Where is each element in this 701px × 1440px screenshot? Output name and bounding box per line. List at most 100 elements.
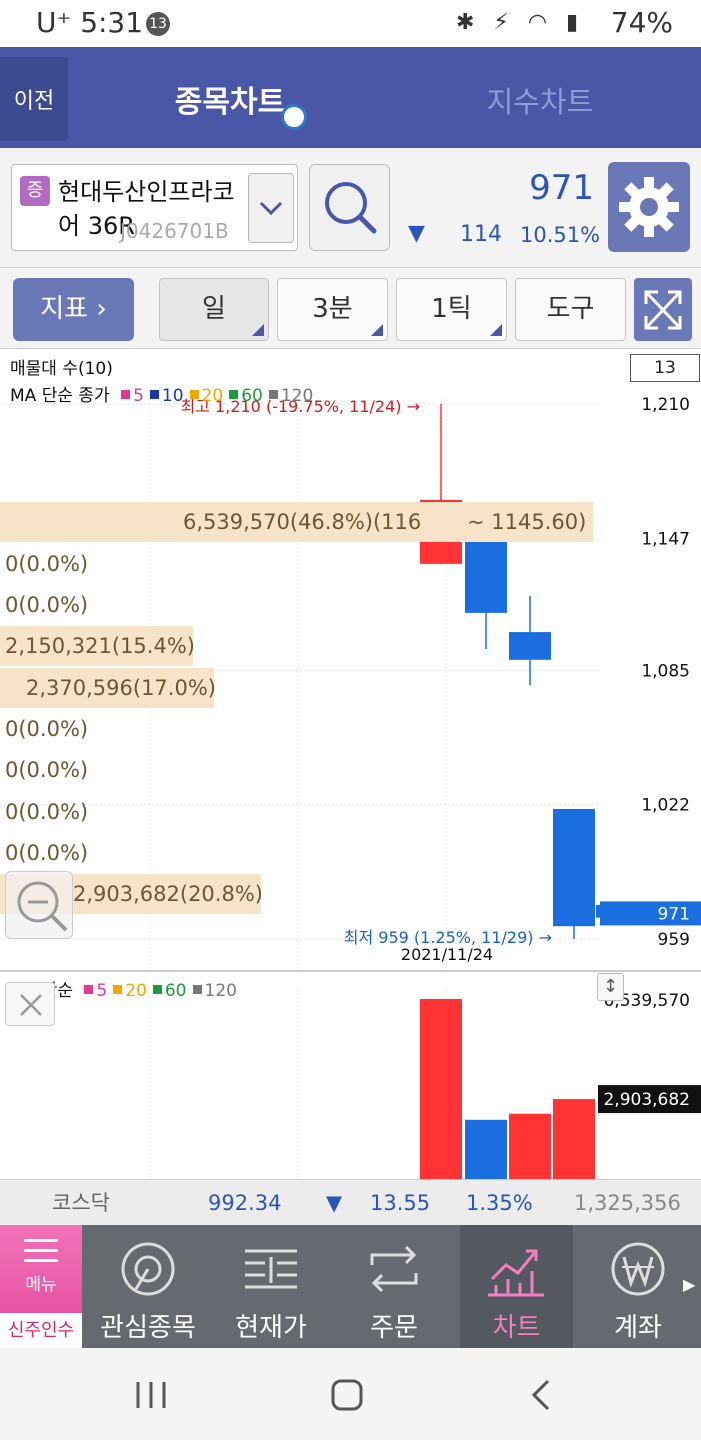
index-name: 코스닥 — [52, 1191, 110, 1215]
settings-button[interactable] — [608, 162, 690, 252]
price-tick-label: 959 — [658, 930, 690, 950]
exchange-icon — [370, 1245, 418, 1293]
close-indicator-button[interactable] — [5, 982, 55, 1026]
period-day-label: 일 — [202, 294, 226, 324]
fullscreen-button[interactable] — [634, 278, 692, 341]
volume-profile-row: 2,150,321(15.4%) — [0, 626, 195, 666]
nav-chart[interactable]: 차트 — [460, 1225, 573, 1348]
stock-selector[interactable]: 증 현대두산인프라코어 36R J0426701B — [11, 164, 298, 251]
volume-profile-range: ~ 1145.60) — [467, 510, 587, 534]
market-index-bar[interactable]: 코스닥 992.34 ▼ 13.55 1.35% 1,325,356 — [0, 1179, 701, 1225]
home-icon[interactable] — [330, 1378, 364, 1412]
nav-current-price-label: 현재가 — [235, 1313, 307, 1343]
volume-profile-row: 0(0.0%) — [0, 585, 88, 625]
recents-icon[interactable] — [134, 1380, 168, 1410]
ma-legend-swatch — [189, 390, 199, 399]
volume-bar — [553, 1099, 595, 1179]
price-list-icon — [245, 1249, 297, 1289]
tab-index-chart[interactable]: 지수차트 — [486, 85, 594, 119]
nav-more-arrow-icon[interactable]: ▶ — [683, 1275, 696, 1294]
volume-profile-row: 0(0.0%) — [0, 792, 88, 832]
volume-ma-legend-label: 20 — [125, 981, 147, 1001]
volume-ma-legend-label: 60 — [164, 981, 187, 1001]
rights-shortcut[interactable]: 신주인수권 — [0, 1313, 82, 1376]
nav-chart-label: 차트 — [492, 1313, 541, 1343]
ma-legend-label: 120 — [280, 386, 314, 406]
index-volume: 1,325,356 — [574, 1191, 681, 1215]
info-dot-icon — [281, 104, 307, 130]
notification-badge: 13 — [146, 12, 170, 36]
period-tick-button[interactable]: 1틱 — [396, 278, 507, 341]
index-value: 992.34 — [208, 1191, 282, 1215]
current-price: 971 — [529, 168, 594, 208]
volume-bar — [420, 999, 462, 1179]
index-change: 13.55 — [370, 1191, 431, 1215]
market-tag: 증 — [20, 176, 50, 206]
battery-level: 74% — [610, 6, 673, 39]
volume-profile-row: 0(0.0%) — [0, 750, 88, 790]
nav-current-price[interactable]: 현재가 — [211, 1225, 331, 1348]
status-icons: ✱ ⚡ ◠ ▮ — [456, 10, 585, 35]
app-header: 이전 종목차트 지수차트 — [0, 47, 701, 148]
volume-bar — [465, 1119, 507, 1179]
system-navigation — [0, 1348, 701, 1440]
volume-ma-legend-swatch — [113, 985, 123, 994]
search-button[interactable] — [309, 164, 390, 251]
menu-button[interactable]: 메뉴 신주인수권 — [0, 1225, 82, 1376]
volume-profile-row: 0(0.0%) — [0, 709, 88, 749]
chart-toolbar: 지표 › 일 3분 1틱 도구 — [0, 269, 701, 349]
period-minute-button[interactable]: 3분 — [277, 278, 388, 341]
ma-legend-swatch — [229, 390, 239, 399]
nav-account-label: 계좌 — [614, 1313, 662, 1343]
zoom-out-button[interactable] — [5, 871, 73, 939]
back-icon[interactable] — [530, 1378, 554, 1412]
volume-ma-legend-item: 5 — [84, 981, 107, 1001]
ma-legend-label: 10 — [161, 386, 184, 406]
zoom-out-icon — [17, 881, 68, 932]
volume-profile-label: 6,539,570(46.8%)(116 — [183, 510, 422, 534]
search-icon — [325, 182, 377, 234]
resize-handle[interactable]: ↕ — [597, 973, 624, 1001]
price-tick-label: 1,147 — [641, 529, 690, 549]
ma-legend-item: 120 — [268, 386, 314, 406]
candle-body — [465, 536, 507, 613]
volume-profile-label: 0(0.0%) — [5, 552, 89, 576]
nav-order[interactable]: 주문 — [334, 1225, 454, 1348]
period-day-button[interactable]: 일 — [159, 278, 269, 341]
legend-prefix: MA 단순 종가 — [10, 386, 110, 406]
ma-legend-item: 20 — [189, 386, 223, 406]
back-button[interactable]: 이전 — [0, 57, 68, 141]
nav-watchlist[interactable]: 관심종목 — [88, 1225, 208, 1348]
period-tick-label: 1틱 — [431, 294, 472, 324]
volume-profile-row: 0(0.0%) — [0, 833, 88, 873]
price-ma-legend: MA 단순 종가 5 10 20 60 120 — [10, 381, 313, 406]
candlestick-chart[interactable]: 1,210 1,147 1,085 1,022 959 최고 1,210 (-19.75… — [0, 349, 701, 1179]
ma-legend-label: 5 — [133, 386, 144, 406]
nav-order-label: 주문 — [370, 1313, 418, 1343]
current-price-tag — [600, 901, 701, 926]
hamburger-icon — [24, 1239, 58, 1262]
volume-profile-label: 2,370,596(17.0%) — [26, 676, 216, 700]
ma-legend-item: 5 — [121, 386, 144, 406]
tools-button[interactable]: 도구 — [515, 278, 626, 341]
ma-legend-item: 60 — [229, 386, 263, 406]
price-change-percent: 10.51% — [520, 223, 601, 247]
date-label: 2021/11/24 — [401, 945, 493, 964]
chart-area[interactable]: 1,210 1,147 1,085 1,022 959 최고 1,210 (-19.75… — [0, 349, 701, 1179]
tab-stock-chart[interactable]: 종목차트 — [174, 85, 286, 120]
close-icon — [20, 994, 42, 1016]
volume-ma-legend-item: 60 — [152, 981, 187, 1001]
ma-legend-item: 10 — [149, 386, 184, 406]
current-price-tag-label: 971 — [658, 904, 690, 924]
volume-profile-label: 0(0.0%) — [5, 758, 89, 782]
volume-tick-label: 6,539,570 — [603, 991, 690, 1011]
nav-account[interactable]: 계좌 — [578, 1225, 698, 1348]
indicator-button[interactable]: 지표 › — [13, 278, 134, 341]
stock-code: J0426701B — [120, 219, 229, 243]
nav-watchlist-label: 관심종목 — [100, 1313, 196, 1343]
candle-body — [553, 808, 595, 927]
index-change-percent: 1.35% — [466, 1191, 533, 1215]
volume-profile-label: 0(0.0%) — [5, 841, 89, 865]
chevron-down-icon[interactable] — [248, 173, 294, 243]
profile-count-input[interactable]: 13 — [630, 354, 700, 382]
